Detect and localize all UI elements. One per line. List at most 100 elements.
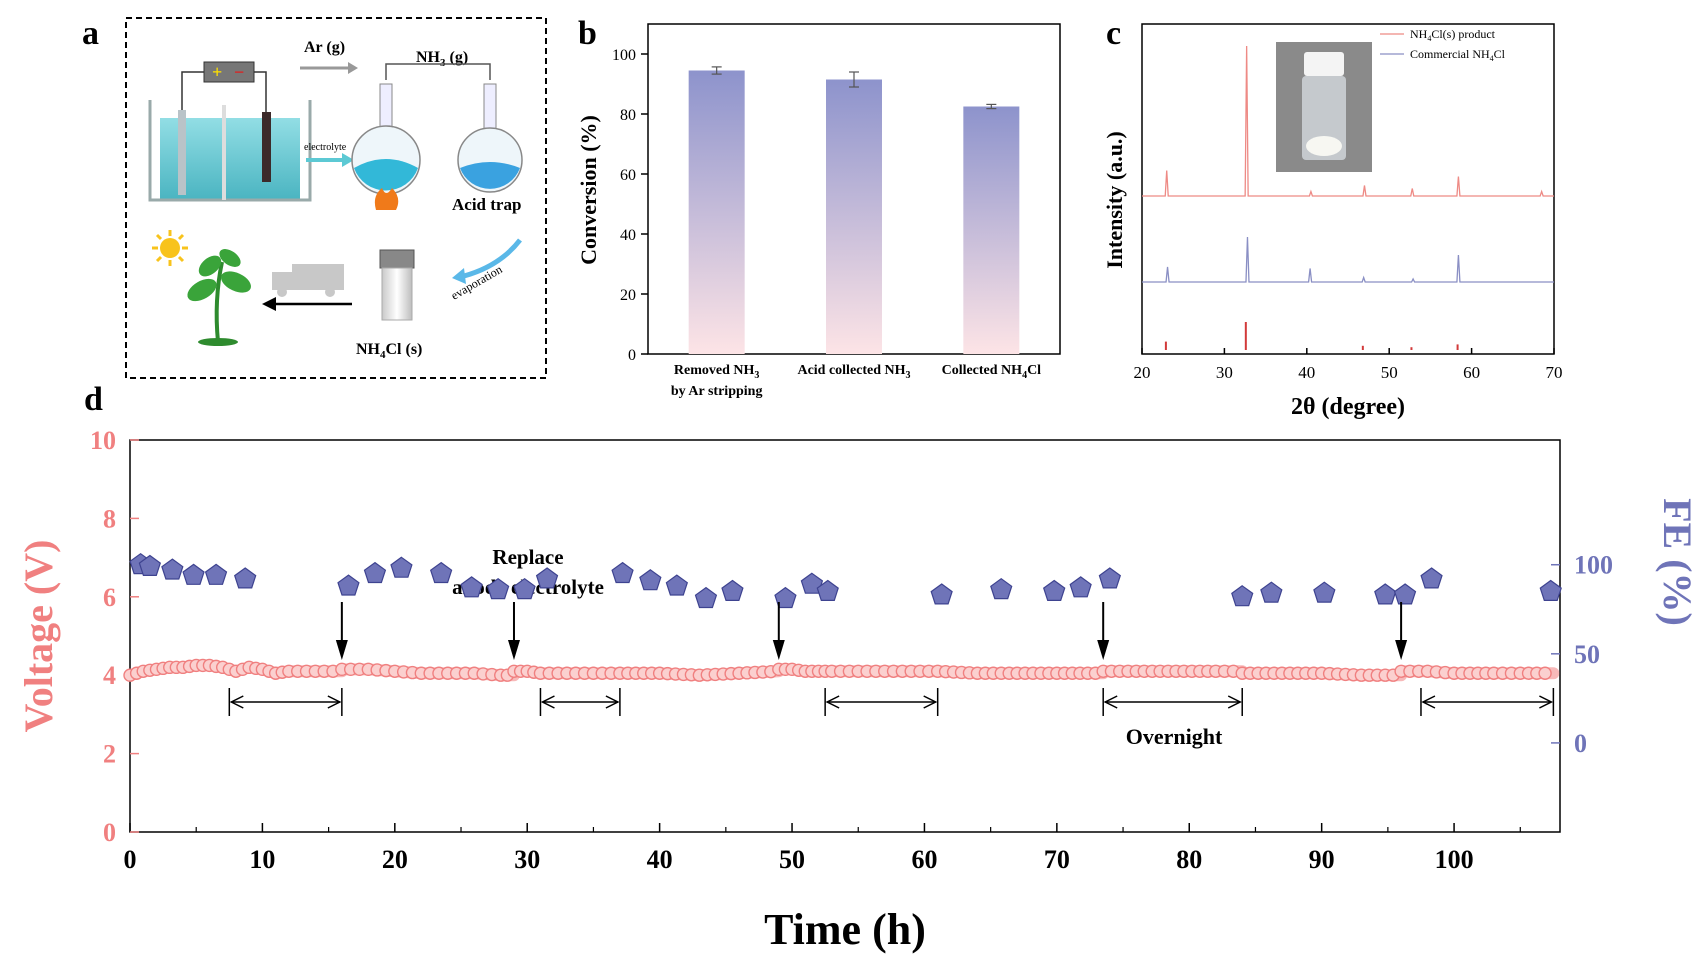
panel-label-a: a xyxy=(82,15,99,52)
time-x-tick-label: 90 xyxy=(1309,845,1335,874)
plant-icon xyxy=(187,249,251,346)
voltage-y-tick-label: 4 xyxy=(103,661,116,690)
xrd-x-tick-label: 20 xyxy=(1134,363,1151,382)
time-x-tick-label: 60 xyxy=(911,845,937,874)
fe-point xyxy=(182,563,205,585)
ar-gas-label: Ar (g) xyxy=(304,39,345,56)
inset-vial-powder xyxy=(1306,136,1342,156)
bar-1 xyxy=(688,70,745,354)
evaporation-arrow xyxy=(463,238,522,279)
nh4cl-label: NH4Cl (s) xyxy=(356,341,422,361)
time-x-tick-label: 100 xyxy=(1435,845,1474,874)
bar-3 xyxy=(963,106,1020,354)
time-x-tick-label: 40 xyxy=(647,845,673,874)
xrd-x-tick-label: 60 xyxy=(1463,363,1480,382)
interval-arrowhead-left xyxy=(825,695,840,709)
xrd-x-tick-label: 30 xyxy=(1216,363,1233,382)
fe-point xyxy=(535,567,559,589)
fe-point xyxy=(1313,581,1336,603)
acid-trap-flask: Acid trap xyxy=(452,83,523,214)
flask1-liquid xyxy=(354,159,418,191)
time-x-tick-label: 70 xyxy=(1044,845,1070,874)
time-axis-label: Time (h) xyxy=(764,905,926,954)
fe-axis-label: FE (%) xyxy=(1655,498,1698,626)
interval-arrowhead-left xyxy=(540,695,555,709)
xrd-x-tick-label: 50 xyxy=(1381,363,1398,382)
gas-tube xyxy=(385,63,491,80)
flame-icon xyxy=(374,188,399,210)
evaporation-arrowhead xyxy=(452,268,466,284)
interval-arrowhead-right xyxy=(1539,695,1554,709)
bar-y-tick-label: 60 xyxy=(620,167,636,184)
event-arrow-head xyxy=(1097,640,1110,660)
time-x-tick-label: 10 xyxy=(249,845,275,874)
battery-plus: + xyxy=(212,62,222,82)
inset-vial-photo xyxy=(1276,42,1372,172)
flask2-neck xyxy=(483,83,497,133)
fe-point xyxy=(930,583,953,605)
xrd-y-axis-label: Intensity (a.u.) xyxy=(1102,131,1127,269)
xrd-x-tick-label: 40 xyxy=(1298,363,1315,382)
cell-wall xyxy=(148,100,312,202)
voltage-y-tick-label: 0 xyxy=(103,818,116,847)
xrd-legend-label: Commercial NH4Cl xyxy=(1410,47,1506,63)
heated-flask xyxy=(351,83,421,210)
fe-y-tick-label: 50 xyxy=(1574,640,1600,669)
wire-right xyxy=(252,71,267,112)
sun-icon xyxy=(152,230,188,266)
fe-point xyxy=(161,558,184,580)
fe-point xyxy=(1231,585,1254,607)
anode-electrode xyxy=(178,110,186,195)
interval-arrowhead-right xyxy=(605,695,620,709)
fe-point xyxy=(1260,581,1283,603)
bar-y-tick-label: 0 xyxy=(628,347,636,364)
electrolytic-cell: + − xyxy=(148,61,312,202)
time-x-tick-label: 30 xyxy=(514,845,540,874)
panel-d-stability-chart: d Voltage (V) FE (%) Time (h) Replace an… xyxy=(16,381,1698,954)
bar-2 xyxy=(826,79,882,354)
nh4cl-vial xyxy=(379,249,415,321)
interval-arrowhead-left xyxy=(1421,695,1436,709)
fe-point xyxy=(460,576,483,598)
bar-y-axis-label: Conversion (%) xyxy=(576,115,601,265)
bar-category-label: Removed NH3 xyxy=(674,363,760,381)
fe-point xyxy=(1393,583,1417,605)
stability-plot-frame xyxy=(129,439,1561,833)
fe-y-tick-label: 100 xyxy=(1574,551,1613,580)
voltage-axis-label: Voltage (V) xyxy=(16,540,61,733)
bar-y-tick-label: 100 xyxy=(612,47,636,64)
vial-body xyxy=(381,267,413,321)
electrolyte-label: electrolyte xyxy=(304,142,347,153)
fe-point xyxy=(337,574,360,596)
fe-point xyxy=(611,561,634,584)
xrd-legend-label: NH4Cl(s) product xyxy=(1410,27,1496,43)
bar-category-label-line2: by Ar stripping xyxy=(671,384,763,399)
fe-point xyxy=(513,577,536,600)
voltage-y-tick-label: 8 xyxy=(103,504,116,533)
fe-point xyxy=(1098,567,1122,589)
fe-point xyxy=(1539,579,1562,602)
battery xyxy=(203,61,255,83)
fe-point xyxy=(429,561,453,584)
voltage-y-tick-label: 10 xyxy=(90,426,116,455)
panel-c-xrd-chart: c Intensity (a.u.) 2θ (degree) 20 30 40 50 6… xyxy=(1102,15,1563,420)
bar-category-label: Collected NH4Cl xyxy=(942,363,1042,381)
voltage-y-tick-label: 6 xyxy=(103,583,116,612)
overnight-annotation: Overnight xyxy=(1126,724,1223,749)
electrolyte-arrowhead xyxy=(342,153,354,167)
fe-point xyxy=(694,586,718,609)
interval-arrowhead-right xyxy=(327,695,342,709)
truck-icon xyxy=(272,264,344,297)
time-x-tick-label: 20 xyxy=(382,845,408,874)
panel-label-c: c xyxy=(1106,15,1121,52)
time-x-tick-label: 80 xyxy=(1176,845,1202,874)
inset-vial-cap xyxy=(1304,52,1344,76)
fe-point xyxy=(990,577,1013,600)
bar-y-tick-label: 40 xyxy=(620,227,636,244)
battery-minus: − xyxy=(234,62,244,82)
interval-arrowhead-right xyxy=(1227,695,1242,709)
xrd-x-tick-label: 70 xyxy=(1546,363,1563,382)
xrd-pattern-line xyxy=(1142,236,1554,283)
delivery-arrowhead xyxy=(262,297,276,311)
